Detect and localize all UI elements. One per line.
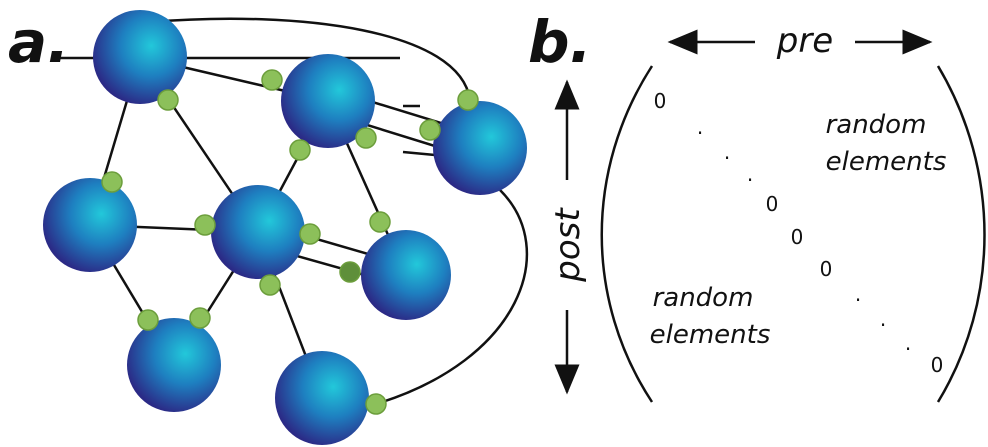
diagonal-entry: 0 [766, 192, 779, 216]
network [43, 10, 527, 445]
diagonal-entry: . [905, 331, 911, 355]
synapse [190, 308, 210, 328]
region-label: elements [826, 147, 947, 177]
synapse [138, 310, 158, 330]
synapse [195, 215, 215, 235]
node [361, 230, 451, 320]
diagonal-entry: 0 [791, 225, 804, 249]
node [93, 10, 187, 104]
connection [602, 66, 652, 402]
node [211, 185, 305, 279]
connection [403, 152, 435, 155]
diagonal-entry: . [747, 162, 753, 186]
synapse [300, 224, 320, 244]
axis-label: post [548, 207, 588, 283]
synapse [102, 172, 122, 192]
diagonal-entry: 0 [931, 353, 944, 377]
panel-label: a. [8, 8, 69, 76]
synapse [366, 394, 386, 414]
synapse [340, 262, 360, 282]
synapse [356, 128, 376, 148]
panel-label: b. [528, 8, 592, 76]
node [433, 101, 527, 195]
matrix [567, 42, 985, 402]
axis-label: pre [776, 21, 833, 61]
diagonal-entry: . [697, 115, 703, 139]
diagonal-entry: . [880, 307, 886, 331]
diagonal-entry: 0 [654, 89, 667, 113]
synapse [290, 140, 310, 160]
connection [938, 66, 985, 402]
synapse [158, 90, 178, 110]
synapse [260, 275, 280, 295]
figure: a. b. pre post random elements random el… [0, 0, 988, 447]
diagonal-entry: 0 [820, 257, 833, 281]
node [43, 178, 137, 272]
region-label: random [653, 283, 754, 313]
region-label: random [826, 110, 927, 140]
diagonal-entry: . [855, 282, 861, 306]
diagonal-entry: . [724, 140, 730, 164]
synapse [458, 90, 478, 110]
synapse [370, 212, 390, 232]
synapse [420, 120, 440, 140]
region-label: elements [650, 320, 771, 350]
node [275, 351, 369, 445]
node [127, 318, 221, 412]
synapse [262, 70, 282, 90]
